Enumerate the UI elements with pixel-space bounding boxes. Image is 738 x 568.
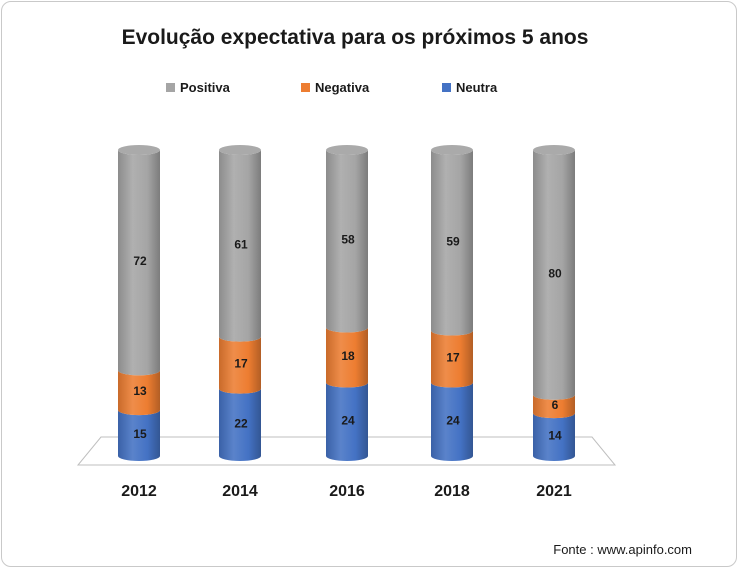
chart-title: Evolução expectativa para os próximos 5 … — [121, 26, 589, 49]
legend-swatch-negativa — [301, 83, 310, 92]
data-label-negativa-2018: 17 — [446, 351, 460, 365]
legend-item-positiva: Positiva — [166, 80, 230, 95]
data-label-neutra-2012: 15 — [133, 427, 147, 441]
bar-positiva-2016 — [326, 150, 368, 333]
x-tick-label-2012: 2012 — [121, 483, 157, 500]
bar-neutra-2012 — [118, 410, 160, 461]
data-label-neutra-2021: 14 — [548, 429, 562, 443]
x-tick-label-2014: 2014 — [222, 483, 258, 500]
bar-top-cap-2014 — [219, 145, 261, 155]
bar-positiva-2021 — [533, 150, 575, 400]
bar-top-cap-2016 — [326, 145, 368, 155]
x-tick-label-2018: 2018 — [434, 483, 470, 500]
legend-item-neutra: Neutra — [442, 80, 497, 95]
legend-item-negativa: Negativa — [301, 80, 369, 95]
data-label-neutra-2016: 24 — [341, 413, 355, 427]
data-label-negativa-2014: 17 — [234, 357, 248, 371]
bar-top-cap-2021 — [533, 145, 575, 155]
data-label-positiva-2018: 59 — [446, 234, 460, 248]
bar-negativa-2012 — [118, 370, 160, 416]
data-label-positiva-2012: 72 — [133, 254, 147, 268]
data-label-positiva-2014: 61 — [234, 237, 248, 251]
source-credit: Fonte : www.apinfo.com — [553, 542, 692, 557]
bar-neutra-2018 — [431, 382, 473, 461]
bar-negativa-2014 — [219, 336, 261, 394]
bar-positiva-2018 — [431, 150, 473, 336]
legend-label-positiva: Positiva — [180, 80, 230, 95]
chart-legend: Positiva Negativa Neutra — [0, 80, 738, 100]
data-label-negativa-2012: 13 — [133, 384, 147, 398]
data-label-negativa-2016: 18 — [341, 349, 355, 363]
data-label-neutra-2018: 24 — [446, 413, 460, 427]
legend-label-negativa: Negativa — [315, 80, 370, 95]
bar-positiva-2012 — [118, 150, 160, 376]
bar-top-cap-2018 — [431, 145, 473, 155]
legend-label-neutra: Neutra — [456, 80, 498, 95]
x-tick-label-2016: 2016 — [329, 483, 365, 500]
x-tick-label-2021: 2021 — [536, 483, 572, 500]
bar-negativa-2021 — [533, 394, 575, 419]
data-label-neutra-2014: 22 — [234, 416, 248, 430]
data-label-positiva-2016: 58 — [341, 233, 355, 247]
bar-negativa-2018 — [431, 330, 473, 388]
bar-neutra-2021 — [533, 413, 575, 461]
bar-top-cap-2012 — [118, 145, 160, 155]
bar-neutra-2014 — [219, 388, 261, 461]
data-label-negativa-2021: 6 — [552, 398, 559, 412]
legend-swatch-neutra — [442, 83, 451, 92]
bar-neutra-2016 — [326, 382, 368, 461]
legend-swatch-positiva — [166, 83, 175, 92]
data-label-positiva-2021: 80 — [548, 266, 562, 280]
bar-negativa-2016 — [326, 327, 368, 388]
bar-positiva-2014 — [219, 150, 261, 342]
